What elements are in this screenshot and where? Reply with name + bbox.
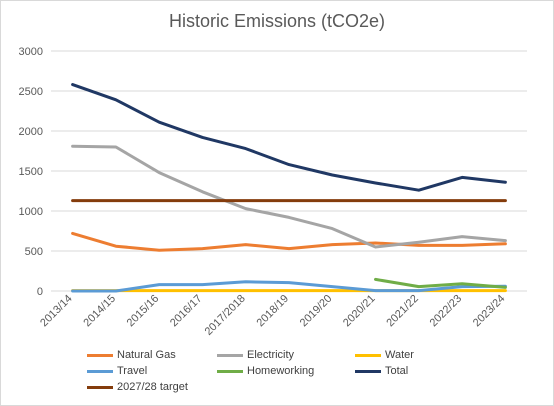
legend-label: Total [385, 365, 409, 377]
series-line-homeworking [374, 277, 507, 289]
y-tick-label: 2500 [19, 86, 43, 98]
series-line-natural-gas [71, 231, 507, 252]
legend-label: 2027/28 target [117, 381, 188, 393]
x-tick-label: 2023/24 [471, 293, 508, 330]
x-tick-label: 2019/20 [298, 293, 335, 330]
legend-swatch [87, 385, 113, 389]
legend-item: Electricity [217, 348, 294, 362]
x-tick-label: 2016/17 [168, 293, 205, 330]
y-tick-label: 1500 [19, 166, 43, 178]
series-line-travel [71, 280, 507, 293]
y-tick-label: 0 [37, 286, 43, 298]
y-tick-label: 2000 [19, 126, 43, 138]
legend-label: Natural Gas [117, 349, 176, 361]
y-tick-label: 1000 [19, 206, 43, 218]
x-tick-label: 2020/21 [341, 293, 378, 330]
legend-swatch [217, 353, 243, 357]
x-tick-label: 2017/2018 [203, 293, 248, 338]
legend-item: Homeworking [217, 364, 314, 378]
y-tick-label: 500 [25, 246, 43, 258]
legend-swatch [355, 353, 381, 357]
legend-item: Water [355, 348, 414, 362]
x-tick-label: 2021/22 [384, 293, 421, 330]
legend-item: Travel [87, 364, 147, 378]
series-line-total [71, 83, 507, 192]
legend-label: Electricity [247, 349, 295, 361]
legend-swatch [87, 369, 113, 373]
x-tick-label: 2014/15 [81, 293, 118, 330]
legend-label: Water [385, 349, 414, 361]
x-tick-label: 2015/16 [125, 293, 162, 330]
legend-swatch [87, 353, 113, 357]
x-tick-label: 2022/23 [428, 293, 465, 330]
legend-item: Natural Gas [87, 348, 176, 362]
legend-swatch [355, 369, 381, 373]
legend-label: Travel [117, 365, 148, 377]
legend-item: 2027/28 target [87, 380, 188, 394]
legend-item: Total [355, 364, 408, 378]
x-tick-label: 2013/14 [38, 293, 75, 330]
x-tick-label: 2018/19 [255, 293, 292, 330]
legend-swatch [217, 369, 243, 373]
y-tick-label: 3000 [19, 46, 43, 58]
series-line-electricity [71, 144, 507, 249]
chart-title: Historic Emissions (tCO2e) [168, 11, 386, 31]
legend-label: Homeworking [247, 365, 315, 377]
